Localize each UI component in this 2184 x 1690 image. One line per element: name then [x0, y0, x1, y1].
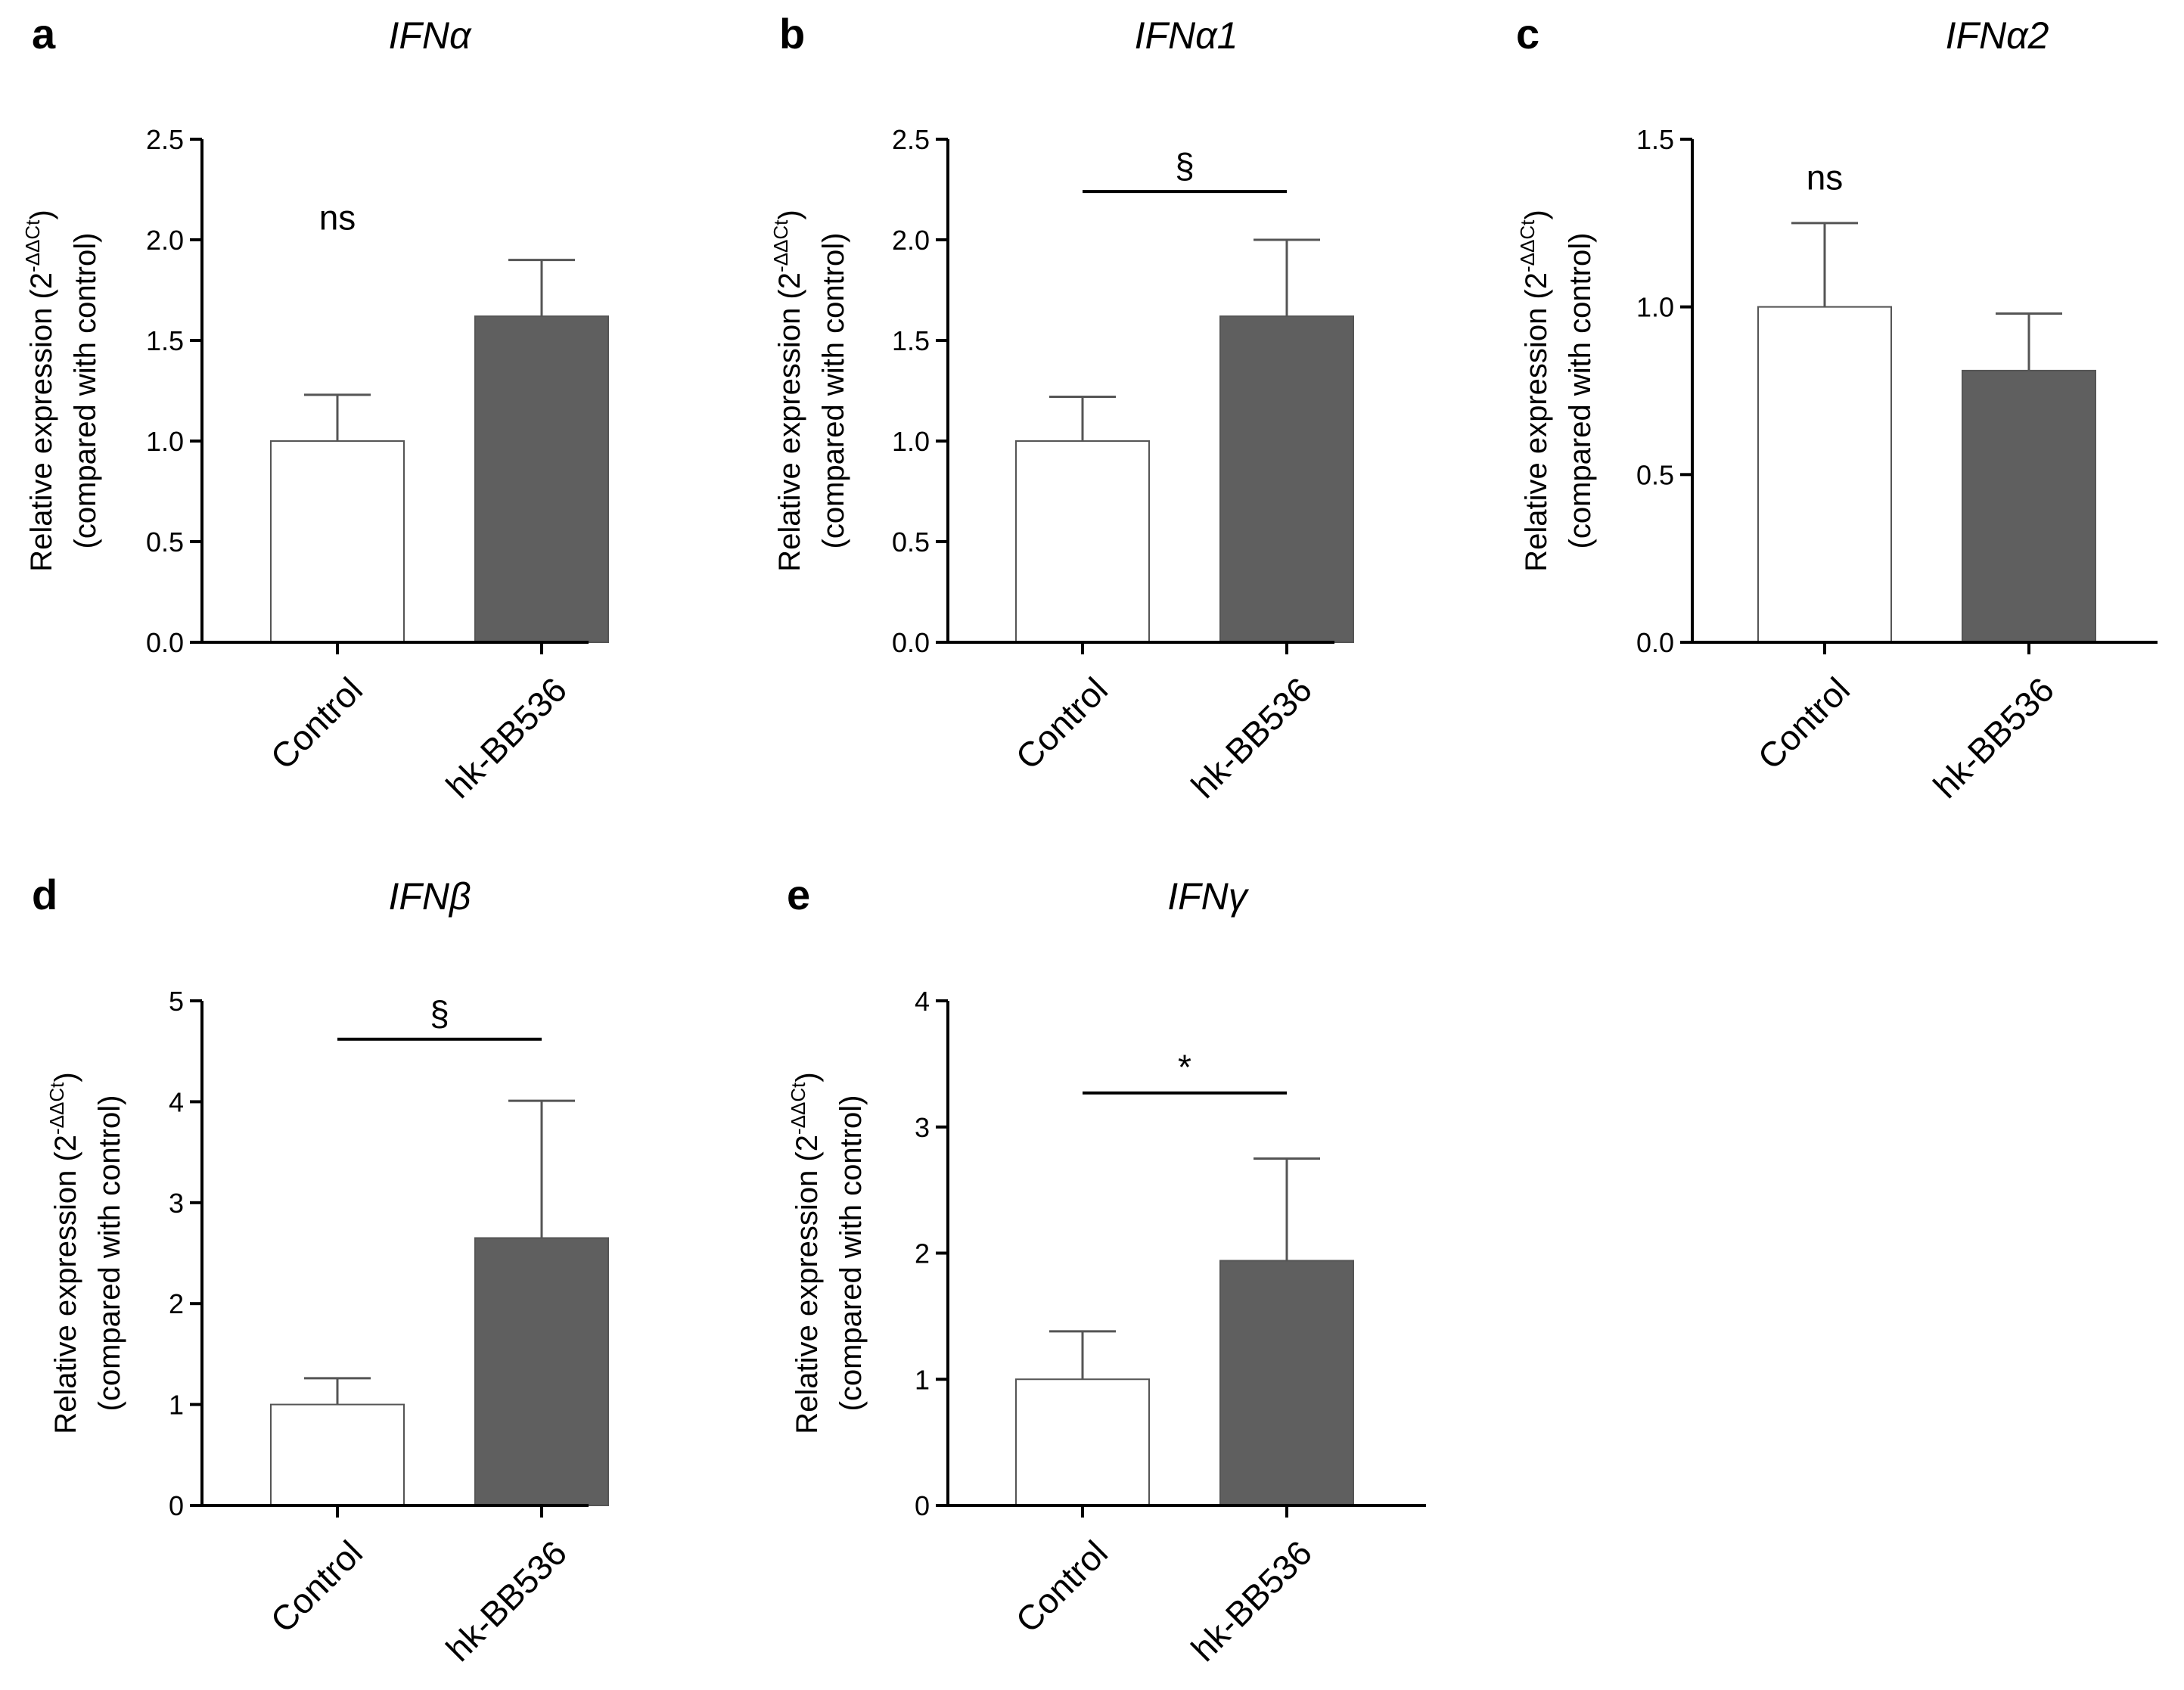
x-tick-label-hk-bb536: hk-BB536 — [438, 669, 574, 806]
y-tick-label: 5 — [169, 986, 184, 1017]
panel-letter: c — [1516, 10, 1539, 57]
y-tick-label: 3 — [915, 1112, 930, 1143]
y-axis-label-line2: (compared with control) — [93, 1095, 126, 1412]
x-tick-label-control: Control — [263, 669, 370, 777]
y-tick-label: 2.5 — [146, 124, 184, 155]
panel-c: c IFNα2 0.0 0.5 1.0 1.5 Control hk-BB536 Relativ… — [1516, 10, 2158, 806]
bar-hk-bb536 — [474, 1237, 609, 1506]
significance-label: * — [1178, 1048, 1191, 1087]
y-tick-label: 1 — [169, 1390, 184, 1421]
y-tick-label: 2 — [169, 1288, 184, 1319]
x-tick-label-control: Control — [1750, 669, 1857, 777]
y-tick-label: 0.0 — [146, 627, 184, 658]
x-tick-label-hk-bb536: hk-BB536 — [1183, 669, 1319, 806]
y-tick-label: 0.5 — [892, 527, 930, 558]
y-tick-label: 2.0 — [146, 225, 184, 256]
bar-control — [1015, 440, 1150, 643]
bar-control — [270, 440, 405, 643]
y-tick-label: 0.0 — [892, 627, 930, 658]
y-axis-label-line1: Relative expression (2-ΔΔCt) — [787, 1072, 824, 1434]
panel-title: IFNγ — [1167, 875, 1250, 918]
panel-b: b IFNα1 0.0 0.5 1.0 1.5 2.0 2.5 Control hk-BB536 R… — [769, 10, 1354, 806]
significance-label: § — [430, 994, 449, 1033]
panel-letter: b — [779, 10, 805, 57]
x-tick-label-hk-bb536: hk-BB536 — [438, 1533, 574, 1669]
panel-d: d IFNβ 0 1 2 3 4 5 Control hk-BB536 Relative expre… — [32, 871, 609, 1669]
y-tick-label: 0.5 — [146, 527, 184, 558]
significance-label: § — [1175, 146, 1195, 185]
panel-letter: e — [787, 871, 810, 918]
bar-control — [1015, 1378, 1150, 1506]
panel-a: a IFNα 0.0 0.5 1.0 1.5 2.0 2.5 Control hk-BB536 Re… — [21, 10, 609, 806]
y-tick-label: 0 — [915, 1490, 930, 1521]
y-tick-label: 0 — [169, 1490, 184, 1521]
y-tick-label: 0.5 — [1636, 459, 1674, 490]
panel-letter: a — [32, 10, 56, 57]
bar-control — [1757, 306, 1892, 643]
y-axis-label-line2: (compared with control) — [834, 1095, 868, 1412]
y-tick-label: 4 — [169, 1086, 184, 1117]
y-axis-label-line2: (compared with control) — [69, 233, 102, 549]
bar-hk-bb536 — [1219, 315, 1354, 643]
panel-e: e IFNγ 0 1 2 3 4 Control hk-BB536 Relative expres… — [787, 871, 1426, 1669]
y-axis-label-line1: Relative expression (2-ΔΔCt) — [769, 210, 806, 571]
x-tick-label-control: Control — [1008, 669, 1115, 777]
panel-title: IFNβ — [388, 875, 471, 918]
y-axis-label-line2: (compared with control) — [1564, 233, 1597, 549]
y-tick-label: 1.5 — [1636, 124, 1674, 155]
x-tick-label-control: Control — [1008, 1533, 1115, 1640]
y-axis-label-line1: Relative expression (2-ΔΔCt) — [45, 1072, 82, 1434]
y-axis-label-line1: Relative expression (2-ΔΔCt) — [21, 210, 58, 571]
y-tick-label: 2.5 — [892, 124, 930, 155]
y-axis-label-line1: Relative expression (2-ΔΔCt) — [1516, 210, 1553, 571]
bar-hk-bb536 — [1219, 1260, 1354, 1506]
panel-title: IFNα — [388, 14, 472, 57]
bar-hk-bb536 — [1962, 369, 2096, 643]
y-tick-label: 1.5 — [146, 325, 184, 356]
y-tick-label: 1.0 — [146, 426, 184, 457]
panel-title: IFNα1 — [1135, 14, 1238, 57]
y-tick-label: 0.0 — [1636, 627, 1674, 658]
y-tick-label: 2.0 — [892, 225, 930, 256]
significance-label: ns — [1807, 158, 1844, 197]
bar-hk-bb536 — [474, 315, 609, 643]
y-tick-label: 1.5 — [892, 325, 930, 356]
panel-title: IFNα2 — [1946, 14, 2049, 57]
y-tick-label: 2 — [915, 1238, 930, 1269]
significance-label: ns — [319, 198, 356, 238]
y-axis-label-line2: (compared with control) — [817, 233, 850, 549]
y-tick-label: 1.0 — [892, 426, 930, 457]
panel-letter: d — [32, 871, 57, 918]
x-tick-label-control: Control — [263, 1533, 370, 1640]
x-tick-label-hk-bb536: hk-BB536 — [1183, 1533, 1319, 1669]
y-tick-label: 4 — [915, 986, 930, 1017]
y-tick-label: 1 — [915, 1364, 930, 1395]
y-tick-label: 1.0 — [1636, 292, 1674, 323]
y-tick-label: 3 — [169, 1188, 184, 1219]
x-tick-label-hk-bb536: hk-BB536 — [1925, 669, 2061, 806]
bar-control — [270, 1403, 405, 1506]
